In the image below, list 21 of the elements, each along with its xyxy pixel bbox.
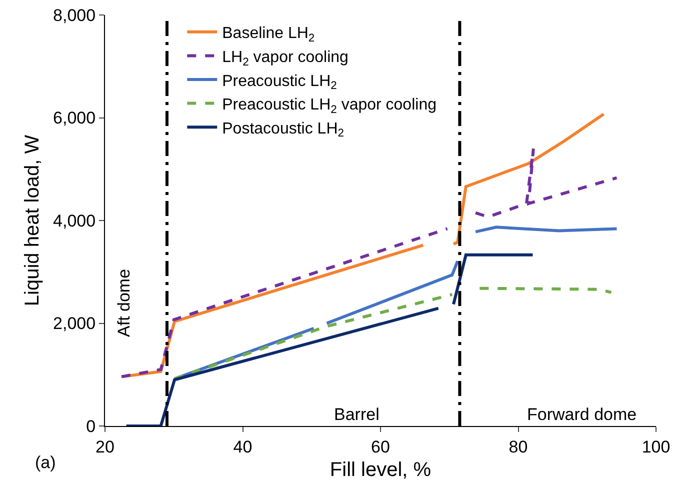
y-tick-label: 4,000	[53, 211, 96, 230]
y-tick-label: 6,000	[53, 108, 96, 128]
legend-label: Preacoustic LH$_{2}$ vapor cooling	[222, 96, 436, 116]
legend-label: LH$_{2}$ vapor cooling	[222, 48, 348, 68]
annotation: Barrel	[334, 405, 380, 424]
x-tick-label: 80	[508, 437, 528, 456]
annotation: Forward dome	[527, 405, 637, 424]
y-tick-label: 2,000	[53, 314, 96, 334]
x-tick-label: 60	[371, 437, 390, 456]
legend-label: Postacoustic LH$_{2}$	[222, 120, 344, 140]
legend-label: Baseline LH$_{2}$	[222, 25, 315, 44]
y-tick-label: 0	[86, 416, 96, 436]
y-axis-title: Liquid heat load, W	[22, 134, 44, 306]
annotation: Aft dome	[114, 268, 134, 337]
x-tick-label: 40	[233, 437, 252, 456]
x-tick-label: 20	[96, 437, 114, 456]
legend-label: Preacoustic LH$_{2}$	[222, 72, 337, 92]
x-axis-title: Fill level, %	[330, 458, 432, 481]
text: (a)	[35, 453, 56, 472]
x-tick-label: 100	[642, 437, 670, 456]
y-tick-label: 8,000	[53, 6, 96, 25]
